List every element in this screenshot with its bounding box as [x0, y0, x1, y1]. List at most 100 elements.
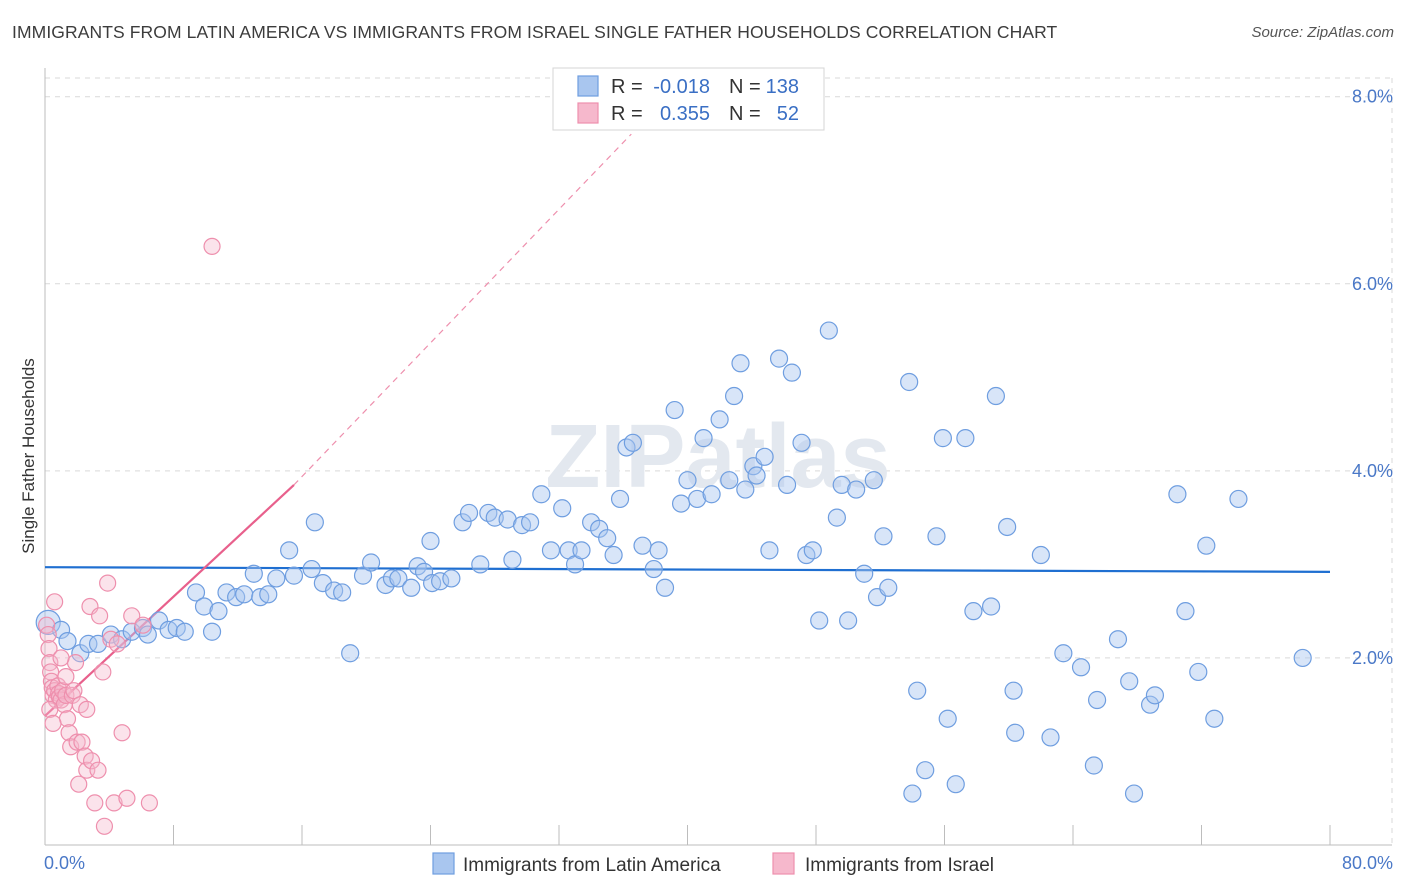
legend-r-label: R = — [611, 103, 643, 125]
data-point-latin-america — [553, 499, 572, 518]
legend-r-label: R = — [611, 76, 643, 98]
data-point-latin-america — [874, 527, 893, 546]
data-point-latin-america — [186, 583, 206, 602]
data-point-latin-america — [1041, 728, 1060, 747]
data-point-israel — [68, 733, 86, 751]
data-point-latin-america — [1140, 695, 1160, 714]
data-point-latin-america — [678, 471, 697, 490]
data-point-latin-america — [1124, 784, 1144, 803]
data-point-latin-america — [916, 761, 935, 780]
y-axis-label: Single Father Households — [19, 358, 38, 554]
data-point-latin-america — [1229, 489, 1248, 509]
data-point-latin-america — [541, 541, 561, 560]
data-point-israel — [44, 714, 62, 733]
chart-title: IMMIGRANTS FROM LATIN AMERICA VS IMMIGRA… — [12, 22, 1058, 42]
data-point-latin-america — [209, 602, 228, 621]
data-point-latin-america — [284, 566, 304, 585]
data-point-israel — [118, 789, 136, 807]
legend-r-value: -0.018 — [653, 76, 710, 98]
data-point-israel — [140, 794, 159, 812]
data-point-latin-america — [946, 775, 965, 794]
data-point-latin-america — [532, 485, 551, 504]
data-point-latin-america — [803, 541, 822, 560]
data-point-latin-america — [827, 508, 846, 527]
trend-line-israel-extension — [293, 133, 632, 486]
data-point-latin-america — [1189, 662, 1208, 682]
data-point-latin-america — [649, 541, 668, 560]
data-point-latin-america — [819, 321, 838, 340]
data-points — [35, 237, 1312, 835]
tick-labels: 2.0% 4.0% 6.0% 8.0% 0.0% 80.0% — [44, 87, 1393, 873]
data-point-latin-america — [353, 566, 373, 585]
data-point-latin-america — [604, 545, 623, 565]
data-point-latin-america — [217, 583, 236, 602]
data-point-latin-america — [1176, 602, 1195, 621]
trend-line-latin-america — [44, 566, 1331, 573]
data-point-israel — [99, 574, 117, 592]
data-point-israel — [46, 593, 64, 611]
data-point-latin-america — [623, 433, 642, 452]
data-point-israel — [41, 654, 59, 672]
trend-lines — [44, 133, 1331, 717]
data-point-latin-america — [655, 578, 675, 597]
legend-n-value: 138 — [766, 76, 799, 98]
data-point-latin-america — [302, 559, 321, 579]
data-point-latin-america — [864, 471, 883, 490]
legend-swatch — [577, 75, 599, 97]
legend-r-value: 0.355 — [660, 103, 710, 125]
data-point-latin-america — [459, 503, 479, 523]
data-point-latin-america — [1084, 756, 1103, 775]
legend-n-label: N = — [729, 76, 761, 98]
data-point-israel — [39, 625, 57, 644]
x-tick-label: 80.0% — [1342, 853, 1393, 873]
data-point-israel — [78, 700, 96, 718]
data-point-israel — [65, 682, 83, 700]
data-point-latin-america — [58, 631, 77, 651]
data-point-latin-america — [644, 559, 663, 579]
data-point-latin-america — [832, 475, 851, 494]
data-point-latin-america — [688, 489, 707, 509]
data-point-latin-america — [1293, 648, 1312, 668]
data-point-latin-america — [702, 485, 721, 504]
data-point-latin-america — [235, 585, 254, 604]
series-legend-label: Immigrants from Israel — [805, 855, 994, 876]
data-point-latin-america — [956, 429, 975, 448]
data-point-latin-america — [769, 349, 789, 368]
data-point-israel — [41, 700, 59, 718]
data-point-latin-america — [847, 480, 866, 499]
data-point-latin-america — [175, 622, 194, 641]
data-point-latin-america — [1054, 644, 1073, 663]
data-point-israel — [105, 794, 123, 812]
data-point-israel — [86, 794, 104, 812]
data-point-israel — [91, 607, 109, 625]
data-point-latin-america — [747, 466, 766, 485]
data-point-latin-america — [879, 578, 898, 597]
data-point-latin-america — [1168, 485, 1187, 504]
data-point-israel — [89, 761, 107, 779]
data-point-latin-america — [1006, 723, 1025, 742]
data-point-latin-america — [79, 634, 98, 653]
legend-n-value: 52 — [777, 103, 799, 125]
data-point-latin-america — [1071, 658, 1091, 677]
data-point-latin-america — [694, 429, 713, 448]
data-point-latin-america — [267, 569, 286, 588]
series-legend: Immigrants from Latin America Immigrants … — [432, 852, 994, 876]
data-point-israel — [70, 775, 88, 793]
data-point-latin-america — [782, 363, 802, 382]
data-point-latin-america — [1205, 709, 1224, 728]
data-point-latin-america — [1087, 690, 1107, 710]
data-point-latin-america — [453, 513, 472, 532]
data-point-latin-america — [1031, 545, 1050, 565]
data-point-latin-america — [101, 625, 120, 644]
data-point-israel — [203, 237, 221, 255]
legend-n-label: N = — [729, 103, 761, 125]
data-point-latin-america — [421, 531, 440, 551]
data-point-israel — [73, 733, 91, 751]
data-point-latin-america — [598, 529, 617, 548]
y-tick-label: 2.0% — [1352, 648, 1393, 668]
y-tick-label: 8.0% — [1352, 87, 1393, 107]
data-point-latin-america — [1004, 681, 1023, 700]
data-point-latin-america — [244, 564, 263, 583]
data-point-latin-america — [259, 585, 278, 604]
data-point-latin-america — [572, 541, 591, 560]
